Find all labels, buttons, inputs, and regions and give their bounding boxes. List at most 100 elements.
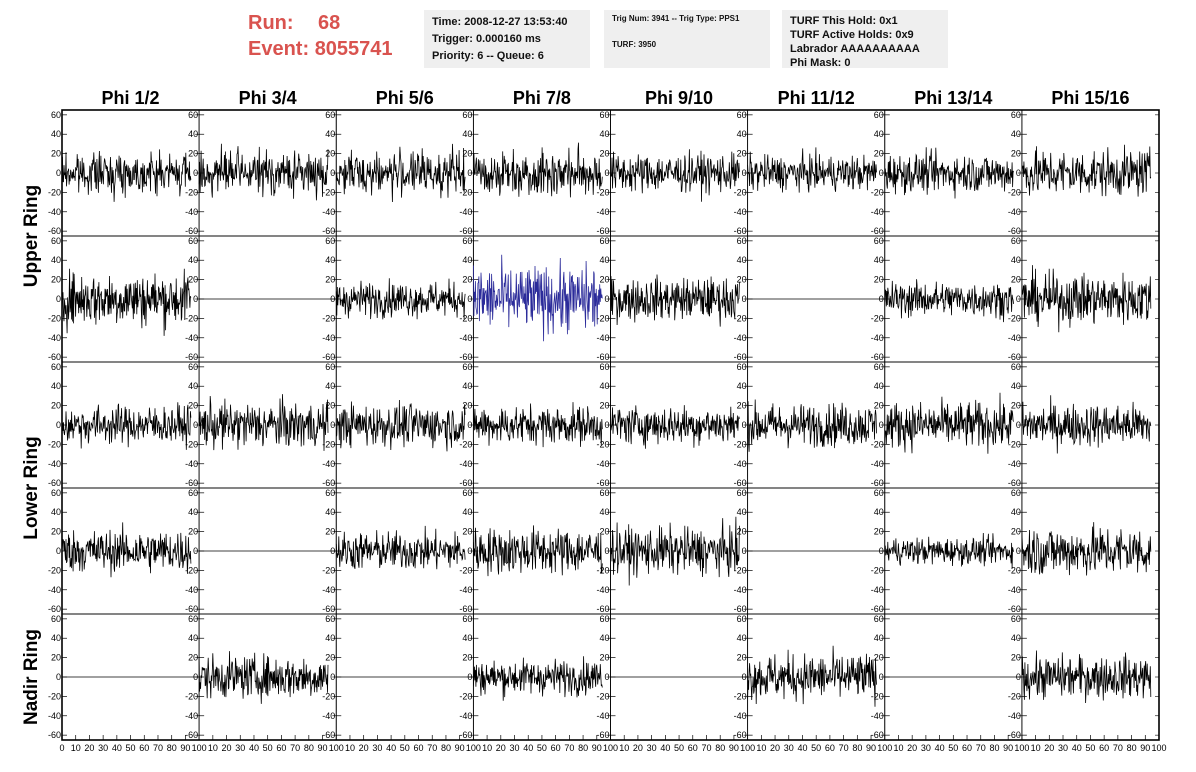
labrador-text: Labrador AAAAAAAAAA bbox=[790, 43, 920, 55]
y-tick-label: -20 bbox=[871, 691, 884, 701]
x-tick-label: 90 bbox=[1003, 743, 1013, 753]
y-tick-label: 60 bbox=[462, 362, 472, 372]
column-header: Phi 7/8 bbox=[513, 88, 571, 108]
x-tick-label: 50 bbox=[126, 743, 136, 753]
x-tick-label: 100 bbox=[1151, 743, 1166, 753]
x-tick-label: 70 bbox=[976, 743, 986, 753]
y-tick-label: 60 bbox=[51, 236, 61, 246]
y-tick-label: 0 bbox=[56, 420, 61, 430]
event-value: 8055741 bbox=[314, 38, 393, 60]
y-tick-label: 0 bbox=[467, 672, 472, 682]
x-tick-label: 100 bbox=[329, 743, 344, 753]
y-tick-label: 40 bbox=[188, 633, 198, 643]
y-tick-label: -40 bbox=[596, 711, 609, 721]
x-tick-label: 40 bbox=[797, 743, 807, 753]
x-tick-label: 100 bbox=[192, 743, 207, 753]
y-tick-label: -60 bbox=[322, 478, 335, 488]
waveform-trace bbox=[198, 143, 329, 201]
y-tick-label: 60 bbox=[1011, 362, 1021, 372]
y-tick-label: 0 bbox=[879, 294, 884, 304]
trigger-text: Trigger: 0.000160 ms bbox=[432, 33, 541, 45]
waveform-trace bbox=[335, 143, 466, 203]
y-tick-label: 40 bbox=[737, 381, 747, 391]
y-tick-label: 0 bbox=[1016, 420, 1021, 430]
y-tick-label: -40 bbox=[185, 207, 198, 217]
x-tick-label: 20 bbox=[359, 743, 369, 753]
y-tick-label: -60 bbox=[1008, 604, 1021, 614]
y-tick-label: 20 bbox=[1011, 275, 1021, 285]
x-tick-label: 80 bbox=[715, 743, 725, 753]
y-tick-label: 20 bbox=[51, 149, 61, 159]
x-tick-label: 50 bbox=[537, 743, 547, 753]
y-tick-label: 0 bbox=[1016, 168, 1021, 178]
time-info-box: Time: 2008-12-27 13:53:40 Trigger: 0.000… bbox=[424, 10, 590, 68]
y-tick-label: 20 bbox=[325, 149, 335, 159]
y-tick-label: 40 bbox=[188, 255, 198, 265]
y-tick-label: 60 bbox=[874, 110, 884, 120]
y-tick-label: 60 bbox=[874, 236, 884, 246]
waveform-trace bbox=[335, 278, 466, 320]
time-text: Time: 2008-12-27 13:53:40 bbox=[432, 16, 568, 28]
y-tick-label: 40 bbox=[737, 633, 747, 643]
y-tick-label: 20 bbox=[737, 653, 747, 663]
y-tick-label: -20 bbox=[734, 313, 747, 323]
y-tick-label: -20 bbox=[1008, 439, 1021, 449]
y-tick-label: 40 bbox=[599, 255, 609, 265]
y-tick-label: 0 bbox=[193, 546, 198, 556]
y-tick-label: 40 bbox=[462, 255, 472, 265]
y-tick-label: 0 bbox=[56, 168, 61, 178]
x-tick-label: 30 bbox=[921, 743, 931, 753]
y-tick-label: -60 bbox=[1008, 226, 1021, 236]
y-tick-label: -60 bbox=[322, 604, 335, 614]
y-tick-label: -20 bbox=[871, 439, 884, 449]
y-tick-label: -40 bbox=[459, 207, 472, 217]
y-tick-label: -20 bbox=[596, 565, 609, 575]
x-tick-label: 40 bbox=[386, 743, 396, 753]
x-tick-label: 10 bbox=[893, 743, 903, 753]
y-tick-label: -20 bbox=[1008, 691, 1021, 701]
y-tick-label: -20 bbox=[185, 187, 198, 197]
y-tick-label: 0 bbox=[193, 672, 198, 682]
column-header: Phi 1/2 bbox=[102, 88, 160, 108]
y-tick-label: -60 bbox=[734, 352, 747, 362]
waveform-trace bbox=[1021, 650, 1152, 704]
panel-frame bbox=[335, 109, 474, 237]
waveform-trace bbox=[1021, 522, 1152, 576]
y-tick-label: -60 bbox=[185, 604, 198, 614]
y-tick-label: -40 bbox=[48, 207, 61, 217]
y-tick-label: 60 bbox=[51, 110, 61, 120]
waveform-trace bbox=[610, 405, 740, 449]
y-tick-label: -60 bbox=[459, 604, 472, 614]
y-tick-label: 20 bbox=[737, 401, 747, 411]
trig-info-box: Trig Num: 3941 -- Trig Type: PPS1 TURF: … bbox=[604, 10, 770, 68]
y-tick-label: -40 bbox=[48, 459, 61, 469]
x-tick-label: 40 bbox=[112, 743, 122, 753]
y-tick-label: -60 bbox=[871, 226, 884, 236]
waveform-trace bbox=[610, 149, 740, 202]
waveform-trace bbox=[198, 651, 329, 704]
y-tick-label: 40 bbox=[51, 507, 61, 517]
y-tick-label: 0 bbox=[56, 672, 61, 682]
y-tick-label: 20 bbox=[188, 527, 198, 537]
y-tick-label: 20 bbox=[874, 275, 884, 285]
y-tick-label: -20 bbox=[596, 187, 609, 197]
x-tick-label: 90 bbox=[455, 743, 465, 753]
y-tick-label: 0 bbox=[879, 546, 884, 556]
y-tick-label: 0 bbox=[330, 420, 335, 430]
y-tick-label: 60 bbox=[599, 488, 609, 498]
y-tick-label: 40 bbox=[874, 129, 884, 139]
x-tick-label: 70 bbox=[839, 743, 849, 753]
y-tick-label: -40 bbox=[48, 585, 61, 595]
y-tick-label: 20 bbox=[599, 401, 609, 411]
x-tick-label: 20 bbox=[84, 743, 94, 753]
y-tick-label: 20 bbox=[599, 275, 609, 285]
y-tick-label: 20 bbox=[462, 275, 472, 285]
panel-frame bbox=[884, 109, 1023, 237]
y-tick-label: 0 bbox=[193, 168, 198, 178]
y-tick-label: 0 bbox=[330, 168, 335, 178]
x-tick-label: 60 bbox=[414, 743, 424, 753]
y-tick-label: 0 bbox=[1016, 294, 1021, 304]
y-tick-label: 0 bbox=[193, 420, 198, 430]
x-tick-label: 20 bbox=[633, 743, 643, 753]
y-tick-label: 20 bbox=[1011, 401, 1021, 411]
